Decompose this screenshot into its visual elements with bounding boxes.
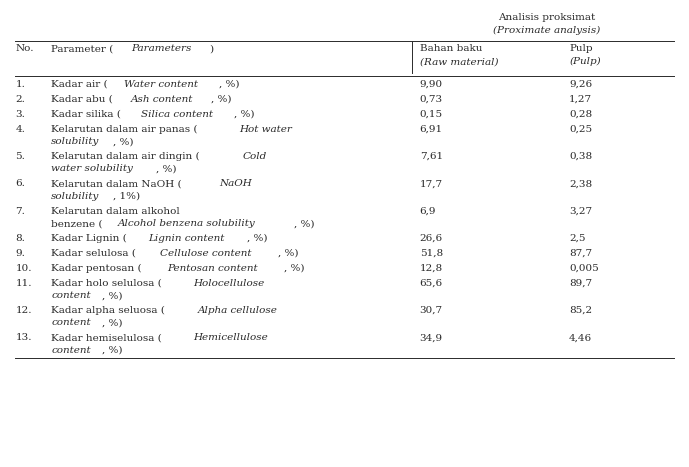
Text: 2,38: 2,38 xyxy=(569,179,593,188)
Text: 0,38: 0,38 xyxy=(569,152,593,161)
Text: 30,7: 30,7 xyxy=(420,306,443,315)
Text: , %): , %) xyxy=(211,95,232,104)
Text: 51,8: 51,8 xyxy=(420,249,443,258)
Text: 0,73: 0,73 xyxy=(420,95,443,104)
Text: , %): , %) xyxy=(156,164,177,173)
Text: Cellulose content: Cellulose content xyxy=(161,249,251,258)
Text: content: content xyxy=(51,291,91,300)
Text: , %): , %) xyxy=(247,234,267,243)
Text: 3,27: 3,27 xyxy=(569,207,593,216)
Text: 0,25: 0,25 xyxy=(569,125,593,134)
Text: 2.: 2. xyxy=(15,95,25,104)
Text: Hot water: Hot water xyxy=(240,125,292,134)
Text: 0,005: 0,005 xyxy=(569,264,599,273)
Text: (Proximate analysis): (Proximate analysis) xyxy=(493,26,600,35)
Text: Holocellulose: Holocellulose xyxy=(194,279,265,288)
Text: 4,46: 4,46 xyxy=(569,333,593,342)
Text: , %): , %) xyxy=(102,346,123,355)
Text: 1.: 1. xyxy=(15,80,25,89)
Text: Kelarutan dalam air dingin (: Kelarutan dalam air dingin ( xyxy=(51,152,200,161)
Text: 3.: 3. xyxy=(15,110,25,119)
Text: Kadar silika (: Kadar silika ( xyxy=(51,110,121,119)
Text: , %): , %) xyxy=(278,249,298,258)
Text: 7.: 7. xyxy=(15,207,25,216)
Text: Parameter (: Parameter ( xyxy=(51,44,114,53)
Text: 5.: 5. xyxy=(15,152,25,161)
Text: 9,90: 9,90 xyxy=(420,80,443,89)
Text: 7,61: 7,61 xyxy=(420,152,443,161)
Text: , 1%): , 1%) xyxy=(114,192,141,201)
Text: , %): , %) xyxy=(114,137,134,146)
Text: 85,2: 85,2 xyxy=(569,306,593,315)
Text: benzene (: benzene ( xyxy=(51,219,103,228)
Text: 13.: 13. xyxy=(15,333,32,342)
Text: 0,28: 0,28 xyxy=(569,110,593,119)
Text: 2,5: 2,5 xyxy=(569,234,586,243)
Text: Kelarutan dalam air panas (: Kelarutan dalam air panas ( xyxy=(51,125,198,134)
Text: Kelarutan dalam alkohol: Kelarutan dalam alkohol xyxy=(51,207,180,216)
Text: NaOH: NaOH xyxy=(219,179,251,188)
Text: 8.: 8. xyxy=(15,234,25,243)
Text: 10.: 10. xyxy=(15,264,32,273)
Text: solubility: solubility xyxy=(51,137,100,146)
Text: 0,15: 0,15 xyxy=(420,110,443,119)
Text: Alcohol benzena solubility: Alcohol benzena solubility xyxy=(117,219,255,228)
Text: Kadar abu (: Kadar abu ( xyxy=(51,95,113,104)
Text: ): ) xyxy=(209,44,213,53)
Text: , %): , %) xyxy=(102,291,123,300)
Text: (Raw material): (Raw material) xyxy=(420,57,498,66)
Text: Silica content: Silica content xyxy=(141,110,213,119)
Text: 4.: 4. xyxy=(15,125,25,134)
Text: 17,7: 17,7 xyxy=(420,179,443,188)
Text: content: content xyxy=(51,346,91,355)
Text: , %): , %) xyxy=(284,264,305,273)
Text: , %): , %) xyxy=(102,318,123,327)
Text: 9.: 9. xyxy=(15,249,25,258)
Text: water solubility: water solubility xyxy=(51,164,133,173)
Text: Kadar alpha seluosa (: Kadar alpha seluosa ( xyxy=(51,306,165,315)
Text: Cold: Cold xyxy=(243,152,267,161)
Text: , %): , %) xyxy=(234,110,254,119)
Text: Pulp: Pulp xyxy=(569,44,593,53)
Text: 65,6: 65,6 xyxy=(420,279,443,288)
Text: Parameters: Parameters xyxy=(131,44,192,53)
Text: No.: No. xyxy=(15,44,34,53)
Text: Kadar holo selulosa (: Kadar holo selulosa ( xyxy=(51,279,162,288)
Text: 87,7: 87,7 xyxy=(569,249,593,258)
Text: Bahan baku: Bahan baku xyxy=(420,44,482,53)
Text: 11.: 11. xyxy=(15,279,32,288)
Text: Kadar Lignin (: Kadar Lignin ( xyxy=(51,234,127,243)
Text: Kelarutan dalam NaOH (: Kelarutan dalam NaOH ( xyxy=(51,179,182,188)
Text: Hemicellulose: Hemicellulose xyxy=(194,333,268,342)
Text: 12.: 12. xyxy=(15,306,32,315)
Text: Kadar selulosa (: Kadar selulosa ( xyxy=(51,249,136,258)
Text: Ash content: Ash content xyxy=(130,95,193,104)
Text: 6,9: 6,9 xyxy=(420,207,436,216)
Text: , %): , %) xyxy=(294,219,315,228)
Text: 34,9: 34,9 xyxy=(420,333,443,342)
Text: 9,26: 9,26 xyxy=(569,80,593,89)
Text: 26,6: 26,6 xyxy=(420,234,443,243)
Text: content: content xyxy=(51,318,91,327)
Text: Kadar air (: Kadar air ( xyxy=(51,80,107,89)
Text: Analisis proksimat: Analisis proksimat xyxy=(498,14,595,22)
Text: Kadar hemiselulosa (: Kadar hemiselulosa ( xyxy=(51,333,162,342)
Text: 6,91: 6,91 xyxy=(420,125,443,134)
Text: Kadar pentosan (: Kadar pentosan ( xyxy=(51,264,142,273)
Text: 6.: 6. xyxy=(15,179,25,188)
Text: 1,27: 1,27 xyxy=(569,95,593,104)
Text: (Pulp): (Pulp) xyxy=(569,57,601,66)
Text: Alpha cellulose: Alpha cellulose xyxy=(198,306,278,315)
Text: Water content: Water content xyxy=(124,80,198,89)
Text: solubility: solubility xyxy=(51,192,100,201)
Text: , %): , %) xyxy=(219,80,240,89)
Text: 12,8: 12,8 xyxy=(420,264,443,273)
Text: 89,7: 89,7 xyxy=(569,279,593,288)
Text: Pentosan content: Pentosan content xyxy=(167,264,258,273)
Text: Lignin content: Lignin content xyxy=(149,234,225,243)
